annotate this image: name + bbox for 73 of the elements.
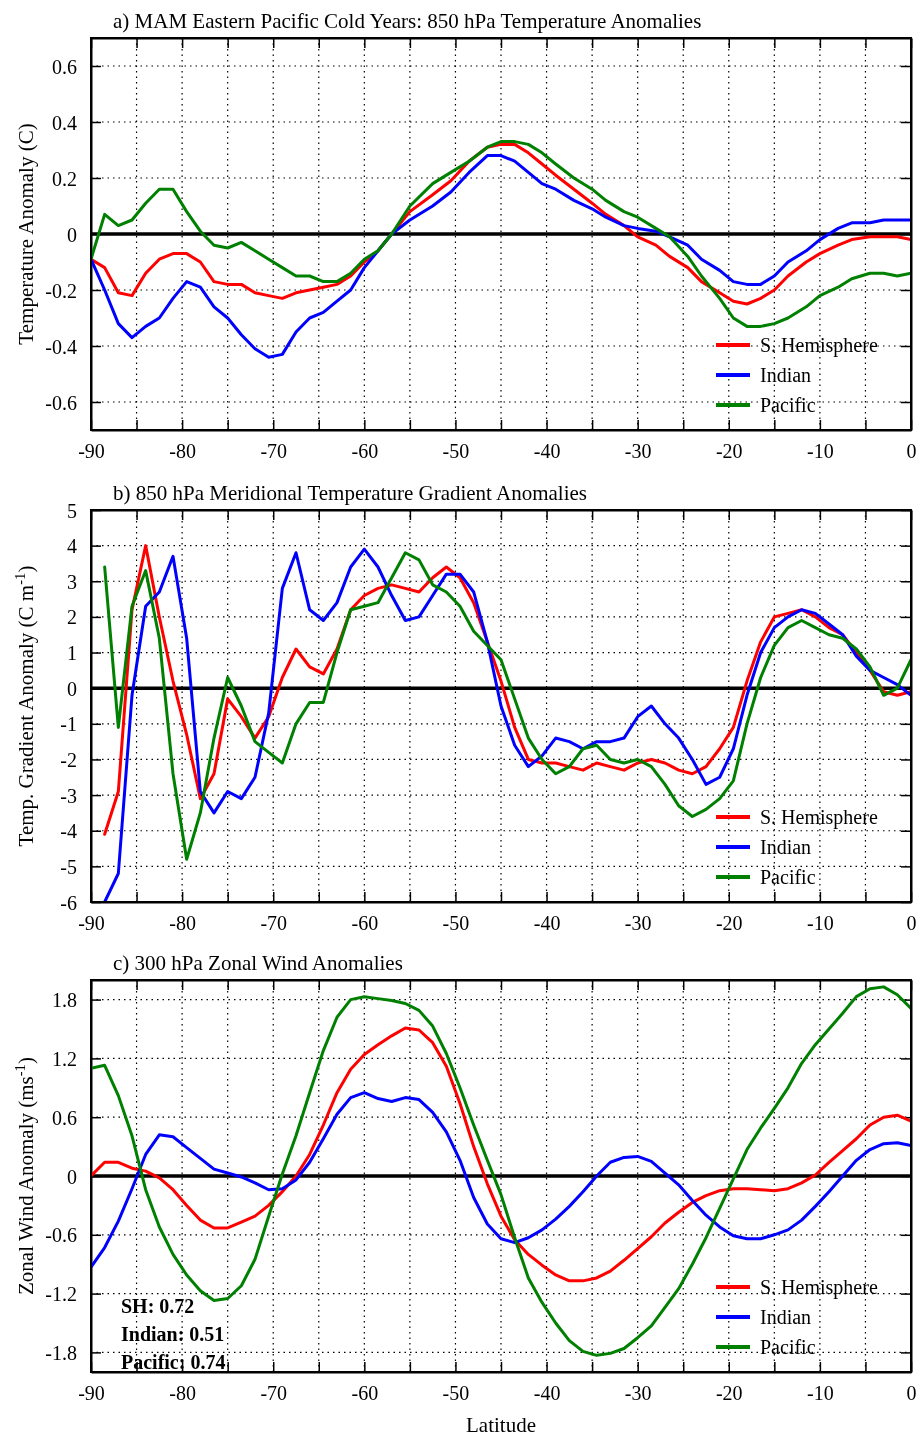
y-tick-label: -1: [60, 713, 77, 736]
x-tick-label: -20: [715, 1382, 743, 1405]
y-tick-label: -0.2: [45, 279, 77, 302]
y-tick-label: -5: [60, 855, 77, 878]
y-tick-label: 4: [67, 535, 77, 558]
x-tick-label: 0: [906, 912, 917, 935]
x-axis-title: Latitude: [466, 1413, 536, 1437]
x-tick-label: -30: [624, 912, 652, 935]
y-tick-label: 0: [67, 1165, 77, 1188]
y-tick-label: -1.8: [45, 1341, 77, 1364]
y-tick-label: 0.2: [52, 167, 77, 190]
x-tick-label: -40: [533, 440, 561, 463]
x-tick-label: -20: [715, 440, 743, 463]
chart-title: a) MAM Eastern Pacific Cold Years: 850 hPa Temperature Anomalies: [113, 9, 702, 33]
x-tick-label: 0: [906, 440, 917, 463]
x-tick-label: -60: [351, 440, 379, 463]
y-axis-title: Temperature Anomaly (C): [14, 123, 38, 345]
y-tick-label: 3: [67, 570, 77, 593]
x-tick-label: -10: [807, 440, 834, 463]
x-tick-label: -70: [260, 912, 288, 935]
legend-label: Pacific: [760, 1336, 816, 1358]
y-tick-label: 5: [67, 499, 77, 522]
y-tick-label: -3: [60, 784, 77, 807]
annotation: Indian: 0.51: [121, 1323, 225, 1345]
x-tick-label: -90: [78, 912, 105, 935]
chart-title: b) 850 hPa Meridional Temperature Gradient Anomalies: [113, 481, 588, 505]
y-tick-label: -0.6: [45, 1224, 77, 1247]
x-tick-label: -80: [169, 440, 196, 463]
y-tick-label: 0: [67, 223, 77, 246]
x-tick-label: -60: [351, 1382, 379, 1405]
annotation: SH: 0.72: [121, 1295, 195, 1317]
legend-label: Indian: [760, 364, 812, 386]
y-tick-label: -1.2: [45, 1283, 77, 1306]
y-tick-label: -0.4: [45, 335, 77, 358]
y-tick-label: 0.6: [52, 1106, 77, 1129]
x-tick-label: -40: [533, 912, 561, 935]
x-tick-label: -50: [442, 440, 470, 463]
y-tick-label: 1.2: [52, 1047, 77, 1070]
x-tick-label: -20: [715, 912, 743, 935]
y-tick-label: -4: [60, 820, 77, 843]
x-tick-label: -90: [78, 440, 105, 463]
legend-label: S. Hemisphere: [760, 806, 878, 829]
x-tick-label: -50: [442, 1382, 470, 1405]
x-tick-label: -40: [533, 1382, 561, 1405]
y-tick-label: 1: [67, 642, 77, 665]
legend-label: Indian: [760, 836, 812, 858]
x-tick-label: 0: [906, 1382, 917, 1405]
legend-label: S. Hemisphere: [760, 1276, 878, 1299]
y-tick-label: 1.8: [52, 989, 77, 1012]
y-tick-label: 2: [67, 606, 77, 629]
annotation: Pacific: 0.74: [121, 1351, 226, 1373]
x-tick-label: -70: [260, 1382, 288, 1405]
x-tick-label: -90: [78, 1382, 105, 1405]
legend-label: Indian: [760, 1306, 812, 1328]
chart-title: c) 300 hPa Zonal Wind Anomalies: [113, 951, 403, 975]
y-tick-label: 0.6: [52, 55, 77, 78]
x-tick-label: -60: [351, 912, 379, 935]
x-tick-label: -10: [807, 1382, 834, 1405]
x-tick-label: -80: [169, 912, 196, 935]
y-tick-label: -0.6: [45, 391, 77, 414]
legend-label: Pacific: [760, 394, 816, 416]
y-tick-label: -2: [60, 748, 77, 771]
legend-label: Pacific: [760, 866, 816, 888]
y-tick-label: 0.4: [52, 111, 77, 134]
legend-label: S. Hemisphere: [760, 334, 878, 357]
y-tick-label: -6: [60, 891, 77, 914]
x-tick-label: -10: [807, 912, 834, 935]
x-tick-label: -30: [624, 440, 652, 463]
x-tick-label: -70: [260, 440, 288, 463]
x-tick-label: -50: [442, 912, 470, 935]
y-tick-label: 0: [67, 677, 77, 700]
x-tick-label: -30: [624, 1382, 652, 1405]
x-tick-label: -80: [169, 1382, 196, 1405]
